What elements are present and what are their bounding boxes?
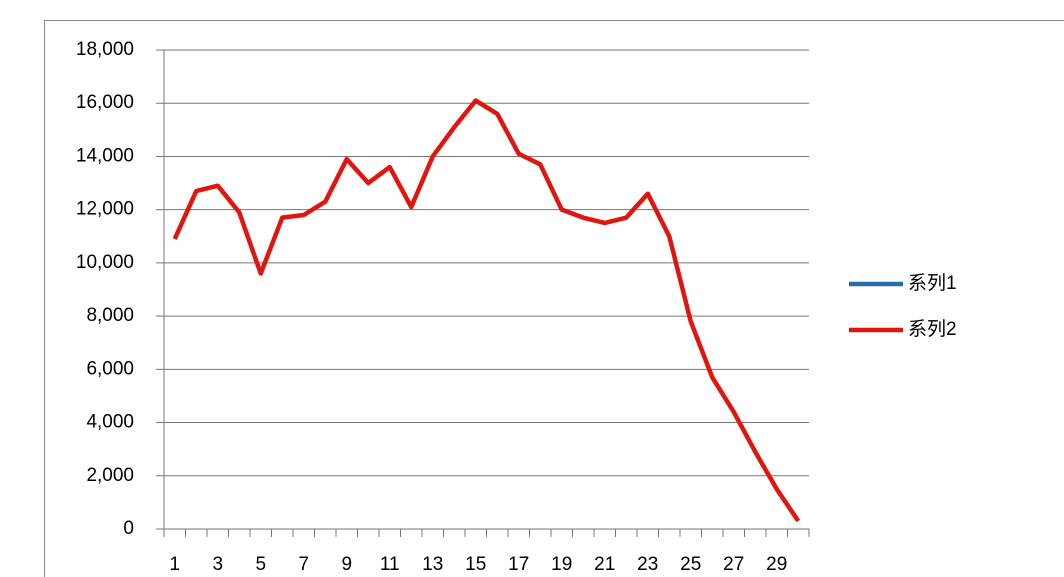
y-tick-label: 14,000 xyxy=(76,145,134,166)
x-tick-label: 23 xyxy=(637,554,658,575)
x-tick-label: 1 xyxy=(169,554,180,575)
y-tick-label: 8,000 xyxy=(86,305,134,326)
x-tick-label: 15 xyxy=(465,554,486,575)
x-tick-label: 9 xyxy=(341,554,352,575)
x-tick-label: 27 xyxy=(723,554,744,575)
x-tick-label: 5 xyxy=(255,554,266,575)
y-tick-label: 6,000 xyxy=(86,358,134,379)
x-tick-label: 3 xyxy=(212,554,223,575)
y-tick-label: 4,000 xyxy=(86,412,134,433)
y-tick-label: 16,000 xyxy=(76,92,134,113)
y-tick-label: 0 xyxy=(123,518,134,539)
line-series xyxy=(172,98,801,523)
x-tick-label: 29 xyxy=(766,554,787,575)
legend-label: 系列2 xyxy=(908,318,957,340)
y-tick-label: 2,000 xyxy=(86,465,134,486)
x-tick-label: 25 xyxy=(680,554,701,575)
x-tick-label: 17 xyxy=(508,554,529,575)
x-tick-label: 21 xyxy=(594,554,615,575)
x-tick-label: 13 xyxy=(422,554,443,575)
y-tick-label: 18,000 xyxy=(76,39,134,60)
chart-border xyxy=(44,20,1064,577)
y-tick-label: 12,000 xyxy=(76,199,134,220)
x-tick-label: 7 xyxy=(298,554,309,575)
y-tick-label: 10,000 xyxy=(76,252,134,273)
x-tick-label: 11 xyxy=(380,554,400,575)
legend-label: 系列1 xyxy=(908,272,957,294)
x-tick-label: 19 xyxy=(551,554,572,575)
